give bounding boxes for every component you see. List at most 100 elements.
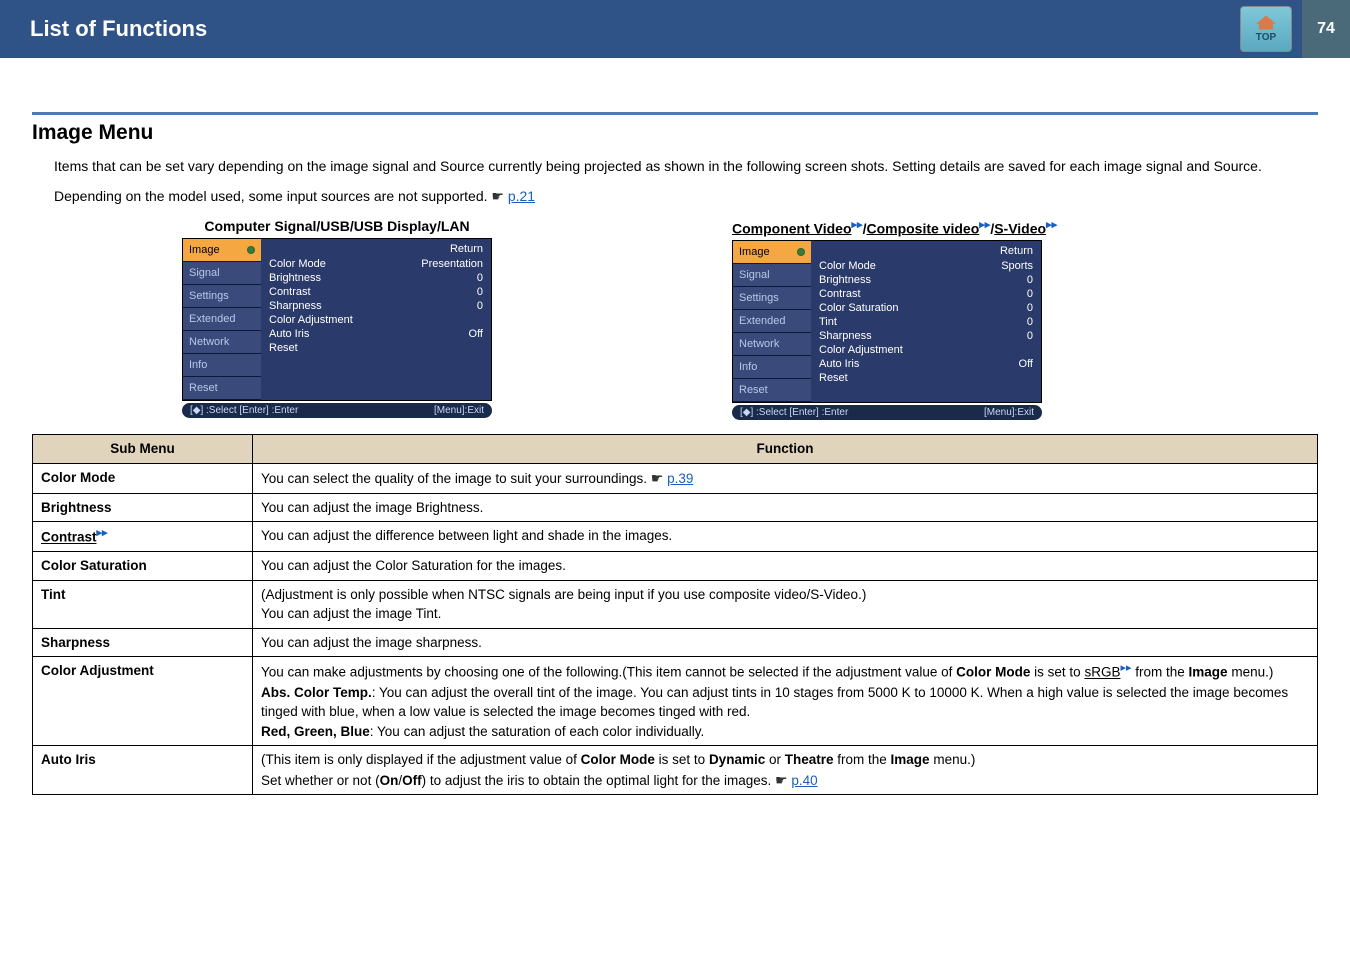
osd-tab-reset[interactable]: Reset bbox=[183, 377, 261, 400]
osd-row: Sharpness0 bbox=[819, 329, 1033, 343]
osd-tab-signal[interactable]: Signal bbox=[183, 262, 261, 285]
osd-tab-info[interactable]: Info bbox=[733, 356, 811, 379]
osd-panel-left: Return Color ModePresentation Brightness… bbox=[261, 239, 491, 400]
osd-row: Color ModePresentation bbox=[269, 257, 483, 271]
func-sharpness: You can adjust the image sharpness. bbox=[253, 628, 1318, 657]
osd-panel-right: Return Color ModeSports Brightness0 Cont… bbox=[811, 241, 1041, 402]
hand-icon: ☛ bbox=[491, 188, 504, 204]
osd-row: Reset bbox=[819, 371, 1033, 385]
glossary-icon[interactable]: ▸▸ bbox=[1120, 662, 1131, 674]
sub-sharpness: Sharpness bbox=[33, 628, 253, 657]
screenshot-left-title: Computer Signal/USB/USB Display/LAN bbox=[182, 218, 492, 234]
sub-color-saturation: Color Saturation bbox=[33, 552, 253, 581]
osd-tab-settings[interactable]: Settings bbox=[183, 285, 261, 308]
top-label: TOP bbox=[1256, 32, 1276, 43]
table-row: Contrast▸▸ You can adjust the difference… bbox=[33, 522, 1318, 552]
osd-tab-info[interactable]: Info bbox=[183, 354, 261, 377]
page-title: List of Functions bbox=[30, 16, 207, 42]
func-auto-iris: (This item is only displayed if the adju… bbox=[253, 746, 1318, 795]
glossary-icon[interactable]: ▸▸ bbox=[97, 527, 108, 539]
table-row: Color Mode You can select the quality of… bbox=[33, 464, 1318, 494]
intro-para-2: Depending on the model used, some input … bbox=[54, 185, 1318, 207]
hand-icon: ☛ bbox=[775, 772, 788, 788]
osd-footer-left: [◆] :Select [Enter] :Enter [Menu]:Exit bbox=[182, 403, 492, 418]
function-table: Sub Menu Function Color Mode You can sel… bbox=[32, 434, 1318, 795]
osd-tabs-left: Image Signal Settings Extended Network I… bbox=[183, 239, 261, 400]
table-header-row: Sub Menu Function bbox=[33, 435, 1318, 464]
table-row: Color Saturation You can adjust the Colo… bbox=[33, 552, 1318, 581]
osd-footer-right: [◆] :Select [Enter] :Enter [Menu]:Exit bbox=[732, 405, 1042, 420]
osd-menu-right: Image Signal Settings Extended Network I… bbox=[732, 240, 1042, 403]
intro-para-2-text: Depending on the model used, some input … bbox=[54, 188, 491, 204]
osd-tab-image[interactable]: Image bbox=[183, 239, 261, 262]
osd-row: Contrast0 bbox=[269, 285, 483, 299]
osd-tab-network[interactable]: Network bbox=[733, 333, 811, 356]
link-p40[interactable]: p.40 bbox=[791, 773, 817, 788]
title-svideo[interactable]: S-Video bbox=[994, 220, 1046, 236]
osd-row: Sharpness0 bbox=[269, 299, 483, 313]
page-number: 74 bbox=[1302, 0, 1350, 58]
osd-row: Contrast0 bbox=[819, 287, 1033, 301]
sub-color-mode: Color Mode bbox=[33, 464, 253, 494]
osd-tab-settings[interactable]: Settings bbox=[733, 287, 811, 310]
osd-menu-left: Image Signal Settings Extended Network I… bbox=[182, 238, 492, 401]
osd-tab-image[interactable]: Image bbox=[733, 241, 811, 264]
osd-return[interactable]: Return bbox=[819, 245, 1033, 259]
screenshot-left: Computer Signal/USB/USB Display/LAN Imag… bbox=[182, 218, 492, 421]
osd-row: Brightness0 bbox=[819, 273, 1033, 287]
th-sub-menu: Sub Menu bbox=[33, 435, 253, 464]
house-icon bbox=[1256, 16, 1276, 30]
table-row: Brightness You can adjust the image Brig… bbox=[33, 493, 1318, 522]
osd-row: Auto IrisOff bbox=[819, 357, 1033, 371]
hand-icon: ☛ bbox=[651, 470, 664, 486]
title-composite[interactable]: Composite video bbox=[866, 220, 979, 236]
osd-row: Brightness0 bbox=[269, 271, 483, 285]
table-row: Sharpness You can adjust the image sharp… bbox=[33, 628, 1318, 657]
func-color-mode: You can select the quality of the image … bbox=[253, 464, 1318, 494]
title-component[interactable]: Component Video bbox=[732, 220, 852, 236]
osd-tabs-right: Image Signal Settings Extended Network I… bbox=[733, 241, 811, 402]
osd-row: Auto IrisOff bbox=[269, 327, 483, 341]
osd-tab-reset[interactable]: Reset bbox=[733, 379, 811, 402]
func-brightness: You can adjust the image Brightness. bbox=[253, 493, 1318, 522]
osd-row: Reset bbox=[269, 341, 483, 355]
osd-footer-exit: [Menu]:Exit bbox=[434, 405, 484, 416]
link-p21[interactable]: p.21 bbox=[508, 188, 535, 204]
header-bar: List of Functions TOP 74 bbox=[0, 0, 1350, 58]
section-title: Image Menu bbox=[32, 121, 1318, 145]
sub-color-adjustment: Color Adjustment bbox=[33, 657, 253, 746]
osd-footer-exit: [Menu]:Exit bbox=[984, 407, 1034, 418]
osd-row: Color ModeSports bbox=[819, 259, 1033, 273]
func-contrast: You can adjust the difference between li… bbox=[253, 522, 1318, 552]
sub-contrast: Contrast▸▸ bbox=[33, 522, 253, 552]
osd-row: Color Saturation0 bbox=[819, 301, 1033, 315]
osd-return[interactable]: Return bbox=[269, 243, 483, 257]
sub-brightness: Brightness bbox=[33, 493, 253, 522]
sub-auto-iris: Auto Iris bbox=[33, 746, 253, 795]
th-function: Function bbox=[253, 435, 1318, 464]
header-right: TOP 74 bbox=[1240, 0, 1350, 58]
osd-tab-signal[interactable]: Signal bbox=[733, 264, 811, 287]
osd-footer-select: [◆] :Select [Enter] :Enter bbox=[740, 407, 848, 418]
screenshot-right: Component Video▸▸/Composite video▸▸/S-Vi… bbox=[732, 218, 1057, 421]
osd-tab-extended[interactable]: Extended bbox=[733, 310, 811, 333]
osd-row: Color Adjustment bbox=[269, 313, 483, 327]
osd-footer-select: [◆] :Select [Enter] :Enter bbox=[190, 405, 298, 416]
link-p39[interactable]: p.39 bbox=[667, 471, 693, 486]
content-area: Image Menu Items that can be set vary de… bbox=[0, 58, 1350, 805]
table-row: Auto Iris (This item is only displayed i… bbox=[33, 746, 1318, 795]
intro-para-1: Items that can be set vary depending on … bbox=[54, 155, 1318, 177]
osd-tab-network[interactable]: Network bbox=[183, 331, 261, 354]
link-srgb[interactable]: sRGB bbox=[1084, 665, 1120, 680]
osd-row: Color Adjustment bbox=[819, 343, 1033, 357]
func-color-adjustment: You can make adjustments by choosing one… bbox=[253, 657, 1318, 746]
table-row: Tint (Adjustment is only possible when N… bbox=[33, 580, 1318, 628]
osd-row: Tint0 bbox=[819, 315, 1033, 329]
screenshot-right-title: Component Video▸▸/Composite video▸▸/S-Vi… bbox=[732, 218, 1057, 237]
func-tint: (Adjustment is only possible when NTSC s… bbox=[253, 580, 1318, 628]
table-row: Color Adjustment You can make adjustment… bbox=[33, 657, 1318, 746]
osd-tab-extended[interactable]: Extended bbox=[183, 308, 261, 331]
top-button[interactable]: TOP bbox=[1240, 6, 1292, 52]
screenshots-row: Computer Signal/USB/USB Display/LAN Imag… bbox=[182, 218, 1318, 421]
section-rule bbox=[32, 112, 1318, 115]
